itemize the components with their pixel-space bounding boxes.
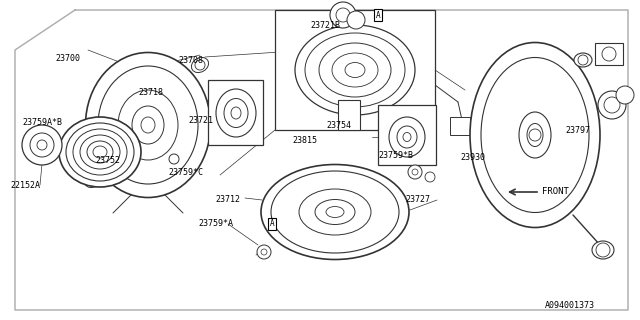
- Text: 23930: 23930: [460, 153, 485, 162]
- Circle shape: [425, 172, 435, 182]
- Text: 23721: 23721: [188, 116, 213, 124]
- Text: FRONT: FRONT: [542, 188, 569, 196]
- Circle shape: [616, 86, 634, 104]
- Text: 23759*C: 23759*C: [168, 167, 203, 177]
- Ellipse shape: [261, 164, 409, 260]
- Bar: [275, 10, 435, 130]
- Bar: [595, 43, 623, 65]
- Ellipse shape: [295, 25, 415, 115]
- Text: 23708: 23708: [178, 55, 203, 65]
- Ellipse shape: [389, 117, 425, 157]
- Ellipse shape: [86, 52, 211, 197]
- Text: 23727: 23727: [405, 196, 430, 204]
- Text: 23759A*B: 23759A*B: [22, 117, 62, 126]
- Text: A: A: [376, 11, 380, 20]
- Text: 23700: 23700: [55, 53, 80, 62]
- Ellipse shape: [592, 241, 614, 259]
- Ellipse shape: [470, 43, 600, 228]
- Text: 23797: 23797: [565, 125, 590, 134]
- Circle shape: [330, 2, 356, 28]
- Bar: [338, 100, 360, 130]
- Ellipse shape: [574, 53, 592, 67]
- Circle shape: [408, 165, 422, 179]
- Text: 23712: 23712: [215, 196, 240, 204]
- Text: 23718: 23718: [138, 87, 163, 97]
- Text: A: A: [269, 220, 275, 228]
- Ellipse shape: [59, 117, 141, 187]
- Text: A094001373: A094001373: [545, 300, 595, 309]
- Text: 23721B: 23721B: [310, 20, 340, 29]
- Bar: [208, 80, 263, 145]
- Text: 23759*B: 23759*B: [378, 150, 413, 159]
- Circle shape: [347, 11, 365, 29]
- Circle shape: [22, 125, 62, 165]
- Bar: [378, 105, 436, 165]
- Text: 23754: 23754: [326, 121, 351, 130]
- Text: 23815: 23815: [292, 135, 317, 145]
- Text: 23752: 23752: [95, 156, 120, 164]
- Circle shape: [598, 91, 626, 119]
- Circle shape: [169, 154, 179, 164]
- Text: 22152A: 22152A: [10, 180, 40, 189]
- Text: 23759*A: 23759*A: [198, 220, 233, 228]
- Circle shape: [257, 245, 271, 259]
- Bar: [450, 117, 470, 135]
